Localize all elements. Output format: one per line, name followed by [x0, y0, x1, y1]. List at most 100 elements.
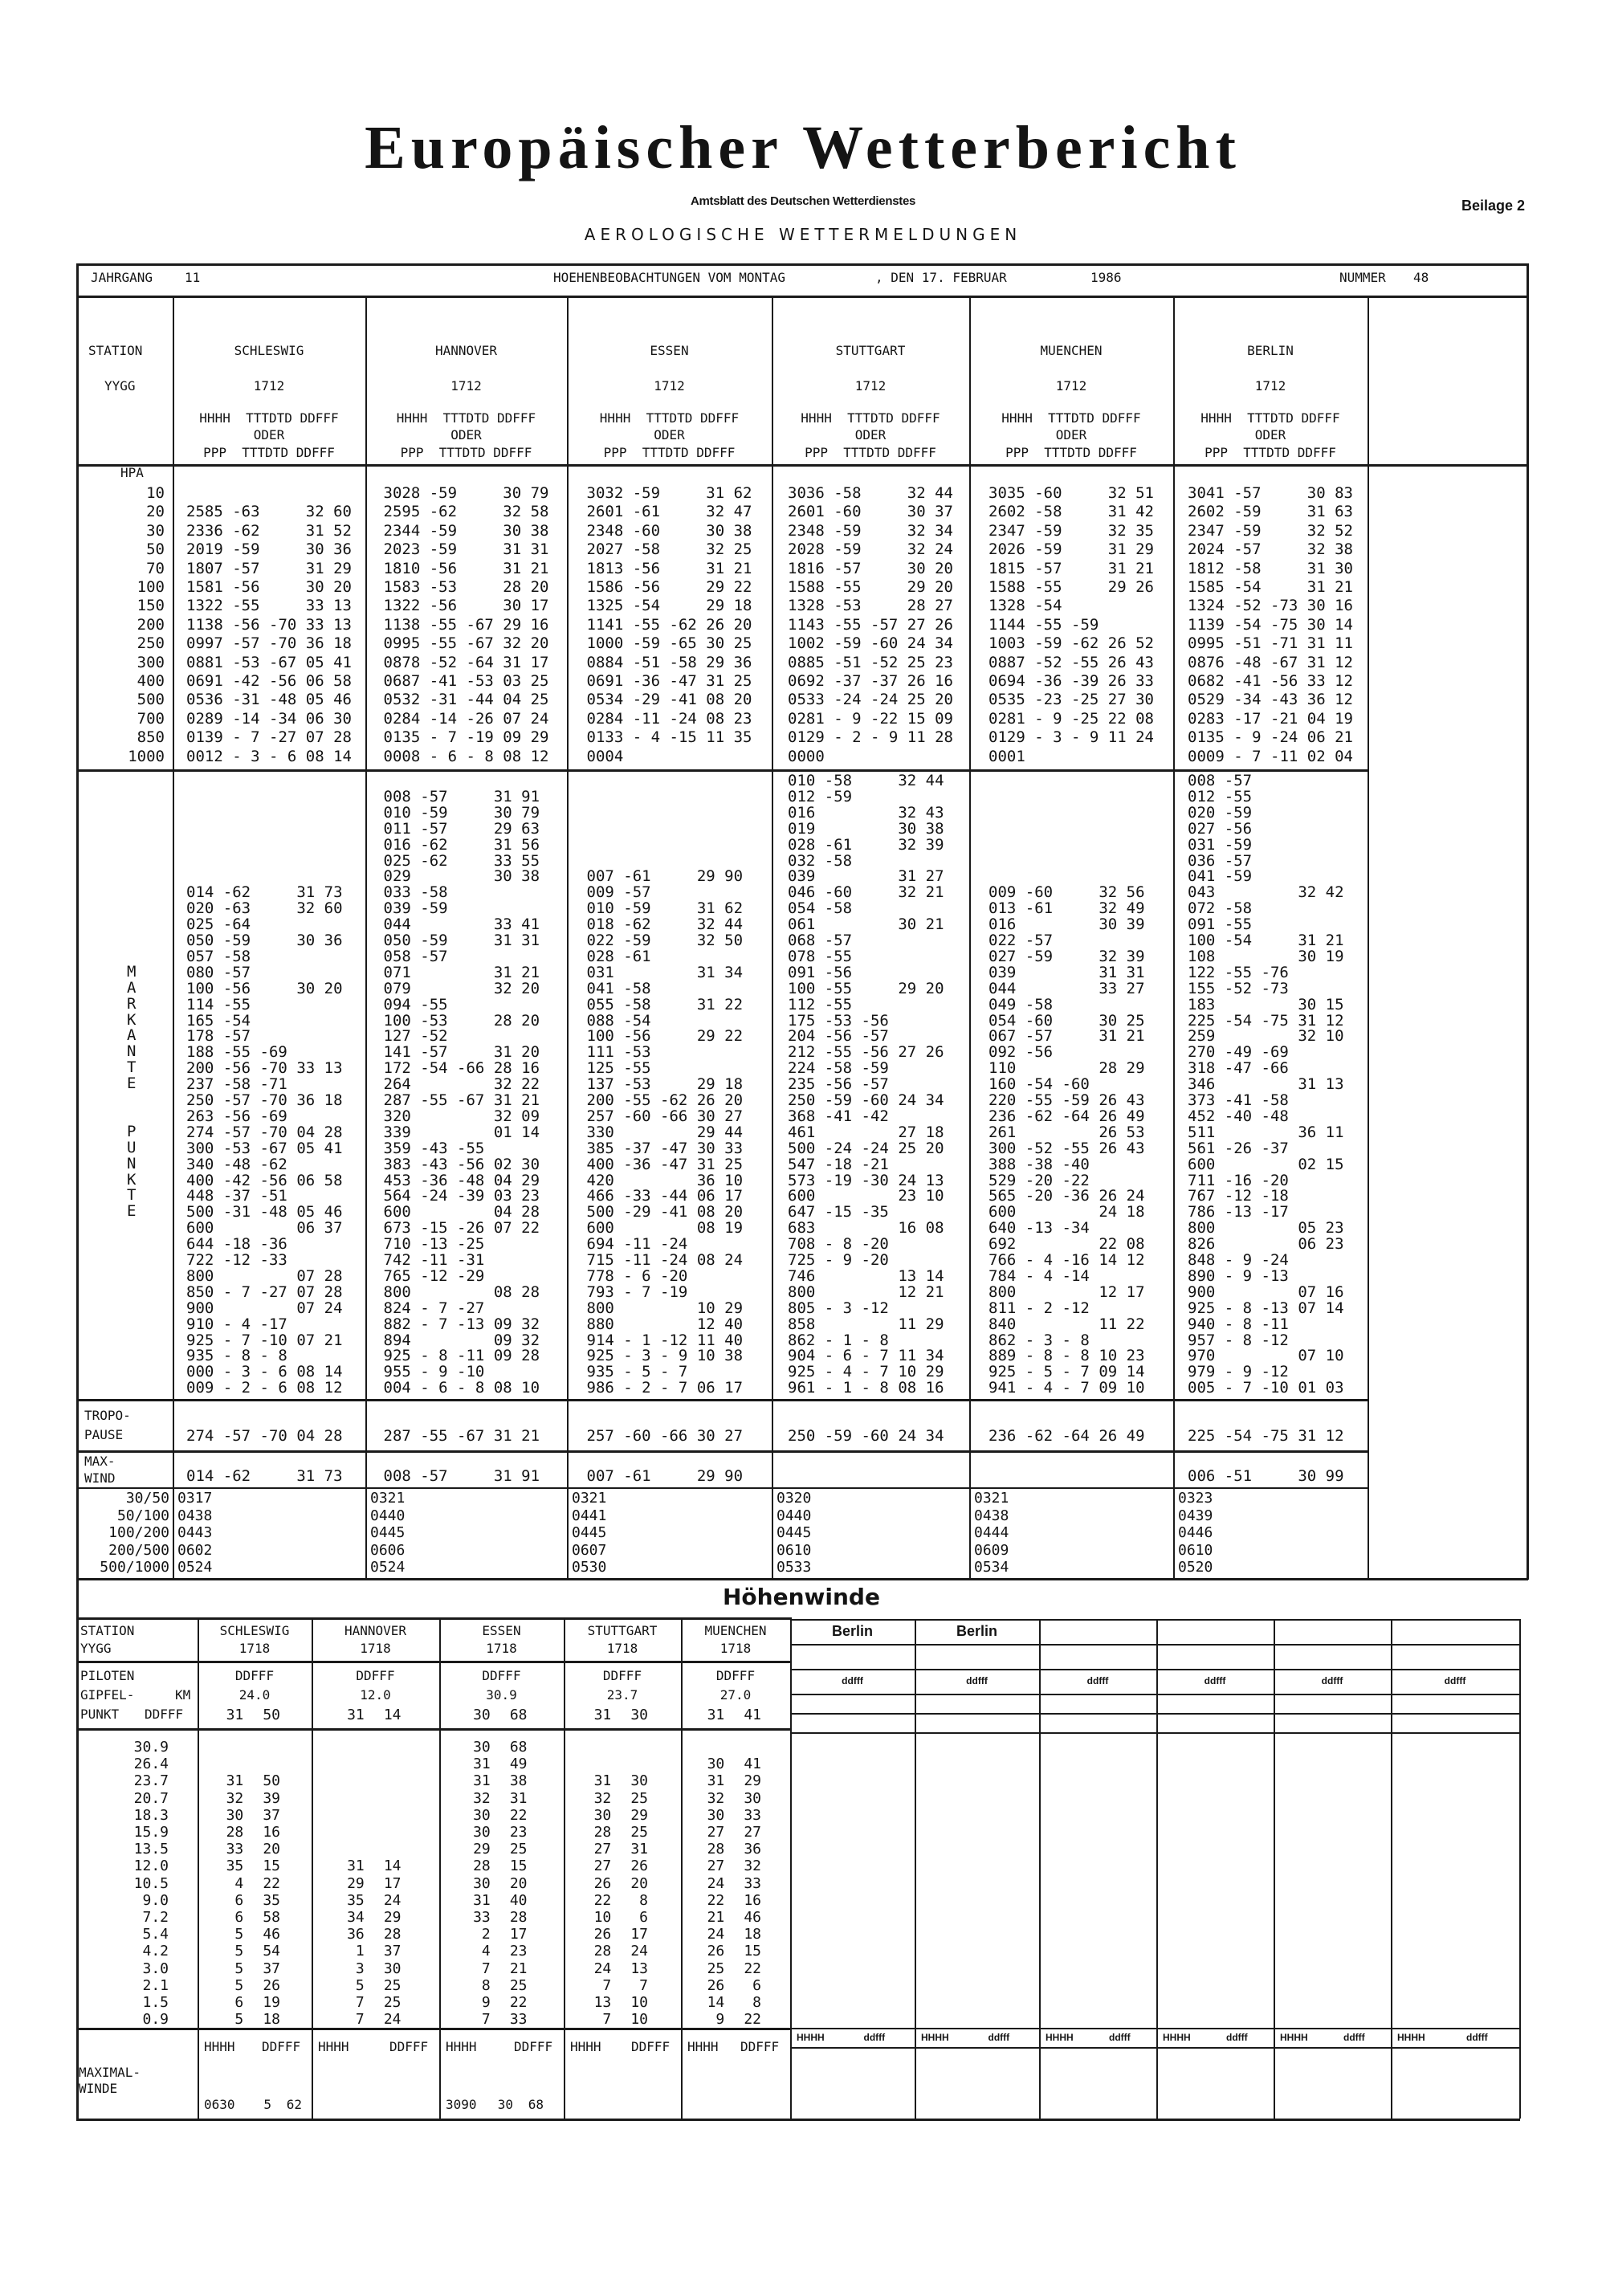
wind-speed: 29: [744, 1772, 762, 1790]
significant-point-value: - 3: [623, 1347, 651, 1365]
standard-level-value: 0004: [586, 747, 624, 765]
significant-point-value: -38: [1025, 1155, 1054, 1173]
maxwind-value: 30: [1298, 1467, 1317, 1485]
significant-point-value: 373: [1188, 1091, 1216, 1109]
standard-level-value: - 9: [1034, 709, 1062, 728]
significant-point-value: -58: [623, 979, 651, 997]
standard-level-value: -27: [269, 728, 297, 747]
standard-level-value: 35: [733, 728, 752, 747]
standard-level-value: 0289: [186, 709, 223, 728]
standard-level-value: - 9: [1071, 728, 1099, 747]
significant-point-value: 10: [521, 1379, 540, 1397]
significant-point-value: 03: [1325, 1379, 1344, 1397]
tropopause-value: -60: [861, 1427, 889, 1445]
standard-level-value: -59: [1034, 540, 1062, 559]
significant-point-value: -76: [1261, 963, 1289, 981]
rule-line: [1173, 296, 1175, 1578]
wind-direction: 30: [226, 1806, 244, 1824]
column-code-line1: HHHH TTTDTD DDFFF: [1200, 410, 1340, 426]
significant-point-value: 19: [1325, 947, 1344, 965]
standard-level-value: 30: [503, 521, 522, 540]
wind-speed: 58: [263, 1909, 281, 1926]
tropopause-value: -57: [222, 1427, 251, 1445]
standard-level-value: 30: [305, 540, 324, 559]
significant-point-value: 29: [925, 1315, 944, 1333]
significant-point-value: -16: [1224, 1171, 1253, 1189]
standard-level-value: -59: [834, 634, 862, 653]
standard-level-value: 31: [706, 559, 725, 577]
significant-point-value: 21: [1325, 932, 1344, 949]
standard-level-value: 2602: [988, 503, 1025, 521]
wind-direction: 27: [593, 1858, 612, 1875]
significant-point-value: -57: [623, 883, 651, 902]
significant-point-value: - 9: [1224, 1266, 1253, 1285]
standard-level-value: 33: [1306, 672, 1326, 690]
significant-point-value: -54: [1224, 1011, 1253, 1030]
markante-label: MARKANTE: [127, 962, 137, 1093]
significant-point-value: 12: [1126, 1251, 1145, 1269]
significant-point-value: 63: [521, 819, 540, 838]
significant-point-value: -44: [660, 1187, 688, 1205]
standard-level-value: 23: [733, 709, 752, 728]
significant-point-value: 100: [383, 1011, 411, 1030]
standard-level-value: -56: [632, 578, 661, 596]
significant-point-value: - 8: [1224, 1315, 1253, 1333]
significant-point-value: 091: [788, 963, 816, 981]
max-wind-header: DDFFF: [389, 2039, 429, 2054]
wind-speed: 22: [509, 1806, 528, 1824]
station-name: HANNOVER: [434, 343, 498, 358]
standard-level-value: 31: [503, 540, 522, 559]
standard-level-value: 26: [907, 672, 926, 690]
standard-level-value: 0012: [186, 747, 223, 765]
significant-point-value: - 9: [824, 1251, 853, 1269]
standard-level-value: 1813: [586, 559, 624, 577]
significant-point-value: 05: [296, 1203, 316, 1221]
significant-point-value: 800: [383, 1283, 411, 1301]
standard-level-value: 29: [706, 597, 725, 615]
standard-level-value: 32: [1107, 484, 1127, 502]
standard-level-value: -53: [466, 672, 494, 690]
significant-point-value: 320: [383, 1107, 411, 1125]
standard-level-value: 36: [733, 653, 752, 671]
significant-point-value: 31: [1099, 963, 1118, 981]
standard-level-value: 11: [706, 728, 725, 747]
wind-speed: 22: [744, 1960, 762, 1977]
significant-point-value: 09: [493, 1331, 512, 1349]
significant-point-value: 36: [1298, 1123, 1317, 1141]
significant-point-value: -58: [222, 947, 251, 965]
significant-point-value: 935: [186, 1347, 214, 1365]
standard-level-value: -41: [429, 672, 458, 690]
significant-point-value: 30: [1298, 947, 1317, 965]
standard-level-value: 30: [1306, 484, 1326, 502]
significant-point-value: 19: [724, 1219, 744, 1238]
max-height-header: HHHH: [687, 2039, 719, 2054]
standard-level-value: 3035: [988, 484, 1025, 502]
significant-point-value: -52: [420, 1027, 448, 1046]
standard-level-value: 2601: [788, 503, 825, 521]
wind-direction: 27: [707, 1824, 725, 1841]
significant-point-value: - 8: [1224, 1331, 1253, 1349]
altitude-km: 13.5: [133, 1841, 169, 1858]
significant-point-value: 10: [898, 1363, 917, 1381]
standard-level-value: 31: [1107, 503, 1127, 521]
standard-level-value: -59: [632, 634, 661, 653]
thickness-value: 0320: [777, 1490, 812, 1507]
standard-level-value: 32: [503, 634, 522, 653]
significant-point-value: 16: [1325, 1283, 1344, 1301]
max-wind-direction: 30: [497, 2097, 513, 2112]
wind-speed: 28: [509, 1909, 528, 1926]
standard-level-value: 2028: [788, 540, 825, 559]
thickness-value: 0443: [177, 1524, 213, 1541]
station-name: STUTTGART: [835, 343, 906, 358]
standard-level-value: 3036: [788, 484, 825, 502]
standard-level-value: -70: [269, 634, 297, 653]
significant-point-value: - 6: [259, 1379, 287, 1397]
standard-level-value: 25: [530, 672, 549, 690]
station-name: BERLIN: [1247, 343, 1294, 358]
standard-level-value: 1144: [988, 615, 1025, 634]
standard-level-value: 47: [733, 503, 752, 521]
significant-point-value: - 8: [1025, 1347, 1054, 1365]
wind-speed: 17: [509, 1926, 528, 1943]
hw-station-yygg: 1718: [238, 1641, 271, 1656]
significant-point-value: -56: [1025, 1043, 1054, 1062]
